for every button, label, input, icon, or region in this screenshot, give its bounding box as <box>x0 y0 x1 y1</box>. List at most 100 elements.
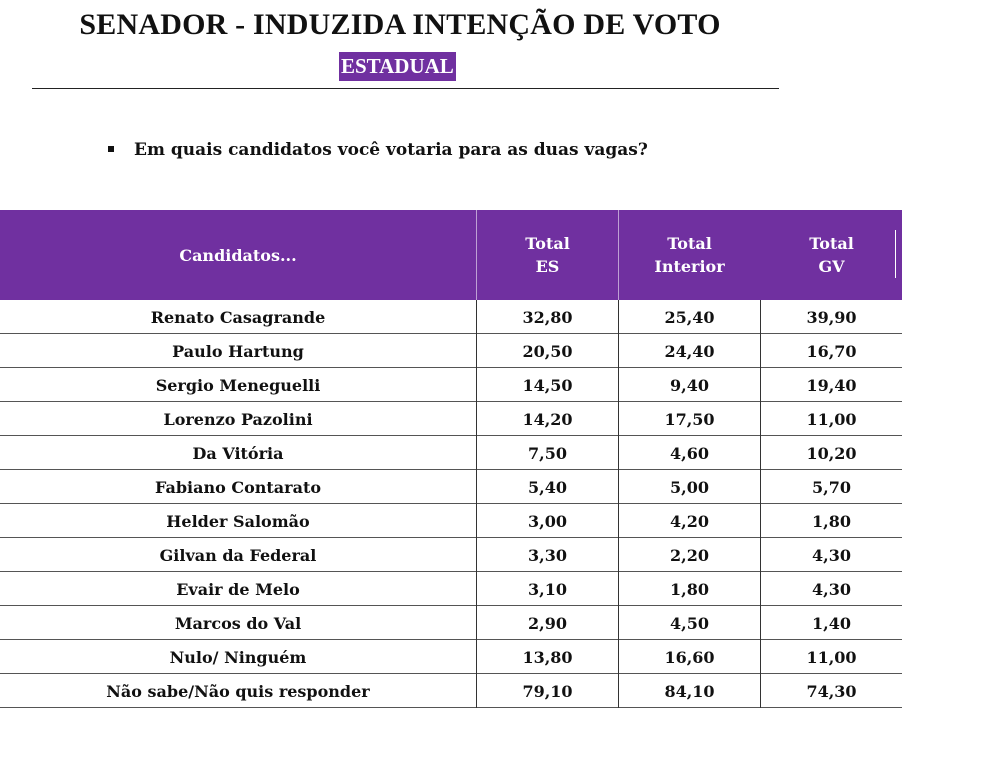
cell-total-es: 2,90 <box>528 613 567 633</box>
cell-total-gv: 4,30 <box>812 545 851 565</box>
cell-candidate-name: Não sabe/Não quis responder <box>106 681 370 701</box>
row-divider <box>477 639 618 640</box>
row-divider <box>477 673 618 674</box>
row-divider <box>619 401 760 402</box>
row-divider <box>761 571 902 572</box>
row-divider <box>619 469 760 470</box>
row-divider <box>619 673 760 674</box>
cell-total-gv: 4,30 <box>812 579 851 599</box>
table-row: Marcos do Val 2,90 4,50 1,40 <box>0 606 902 640</box>
table-header: Candidatos... Total ES Total Interior Tota… <box>0 210 902 300</box>
header-divider <box>618 210 619 300</box>
table-row: Paulo Hartung 20,50 24,40 16,70 <box>0 334 902 368</box>
header-gv-line1: Total <box>809 234 854 253</box>
row-divider <box>761 639 902 640</box>
cell-candidate-name: Lorenzo Pazolini <box>163 409 313 429</box>
cell-total-interior: 24,40 <box>664 341 715 361</box>
header-total-gv: Total GV <box>761 210 902 300</box>
cell-total-es: 7,50 <box>528 443 567 463</box>
cell-total-es: 14,20 <box>522 409 573 429</box>
row-divider <box>619 367 760 368</box>
table-row: Helder Salomão 3,00 4,20 1,80 <box>0 504 902 538</box>
row-divider <box>0 503 476 504</box>
title-divider <box>32 88 779 89</box>
row-divider <box>761 401 902 402</box>
row-divider <box>0 469 476 470</box>
row-divider <box>477 435 618 436</box>
cell-total-interior: 17,50 <box>664 409 715 429</box>
cell-total-gv: 1,40 <box>812 613 851 633</box>
cell-total-gv: 5,70 <box>812 477 851 497</box>
row-divider <box>0 537 476 538</box>
column-divider <box>476 300 477 708</box>
table-row: Sergio Meneguelli 14,50 9,40 19,40 <box>0 368 902 402</box>
cell-total-es: 3,00 <box>528 511 567 531</box>
row-divider <box>477 503 618 504</box>
table-row: Não sabe/Não quis responder 79,10 84,10 74,… <box>0 674 902 708</box>
header-candidates: Candidatos... <box>0 210 476 300</box>
row-divider <box>0 673 476 674</box>
row-divider <box>619 537 760 538</box>
cell-total-interior: 4,60 <box>670 443 709 463</box>
cell-total-gv: 74,30 <box>806 681 857 701</box>
header-divider <box>895 230 896 278</box>
cell-total-interior: 16,60 <box>664 647 715 667</box>
header-divider <box>476 210 477 300</box>
cell-total-interior: 1,80 <box>670 579 709 599</box>
header-interior-line2: Interior <box>654 257 725 276</box>
cell-total-es: 5,40 <box>528 477 567 497</box>
cell-candidate-name: Paulo Hartung <box>172 341 304 361</box>
header-candidates-label: Candidatos... <box>179 245 297 265</box>
cell-total-es: 20,50 <box>522 341 573 361</box>
row-divider <box>0 571 476 572</box>
cell-total-es: 13,80 <box>522 647 573 667</box>
row-divider <box>477 571 618 572</box>
row-divider <box>619 333 760 334</box>
cell-total-interior: 4,50 <box>670 613 709 633</box>
row-divider <box>477 605 618 606</box>
cell-total-gv: 11,00 <box>806 647 857 667</box>
cell-total-interior: 5,00 <box>670 477 709 497</box>
row-divider <box>761 367 902 368</box>
table-row: Nulo/ Ninguém 13,80 16,60 11,00 <box>0 640 902 674</box>
cell-total-interior: 2,20 <box>670 545 709 565</box>
row-divider <box>761 503 902 504</box>
table-row: Da Vitória 7,50 4,60 10,20 <box>0 436 902 470</box>
square-bullet-icon <box>108 145 114 152</box>
cell-candidate-name: Nulo/ Ninguém <box>169 647 307 667</box>
row-divider <box>619 571 760 572</box>
subtitle-label: ESTADUAL <box>339 52 456 81</box>
cell-total-es: 3,10 <box>528 579 567 599</box>
header-total-interior: Total Interior <box>619 210 760 300</box>
cell-total-interior: 9,40 <box>670 375 709 395</box>
question-item: Em quais candidatos você votaria para as… <box>108 140 648 160</box>
row-divider <box>761 537 902 538</box>
table-row: Gilvan da Federal 3,30 2,20 4,30 <box>0 538 902 572</box>
row-divider <box>619 707 760 708</box>
header-es-line2: ES <box>535 257 560 276</box>
cell-candidate-name: Evair de Melo <box>176 579 300 599</box>
header-es-line1: Total <box>525 234 570 253</box>
cell-total-interior: 84,10 <box>664 681 715 701</box>
row-divider <box>0 435 476 436</box>
cell-candidate-name: Renato Casagrande <box>150 307 326 327</box>
column-divider <box>760 300 761 708</box>
cell-candidate-name: Da Vitória <box>192 443 284 463</box>
cell-total-es: 32,80 <box>522 307 573 327</box>
cell-candidate-name: Helder Salomão <box>166 511 310 531</box>
subtitle-badge: ESTADUAL <box>339 52 456 81</box>
cell-total-interior: 25,40 <box>664 307 715 327</box>
header-gv-line2: GV <box>818 257 845 276</box>
table-row: Renato Casagrande 32,80 25,40 39,90 <box>0 300 902 334</box>
row-divider <box>0 367 476 368</box>
row-divider <box>761 333 902 334</box>
page-title: SENADOR - INDUZIDA INTENÇÃO DE VOTO <box>79 8 721 41</box>
row-divider <box>0 333 476 334</box>
question-text: Em quais candidatos você votaria para as… <box>134 140 648 160</box>
cell-candidate-name: Gilvan da Federal <box>159 545 317 565</box>
row-divider <box>761 707 902 708</box>
row-divider <box>0 707 476 708</box>
cell-total-es: 14,50 <box>522 375 573 395</box>
results-table: Candidatos... Total ES Total Interior Tota… <box>0 210 902 708</box>
table-row: Evair de Melo 3,10 1,80 4,30 <box>0 572 902 606</box>
